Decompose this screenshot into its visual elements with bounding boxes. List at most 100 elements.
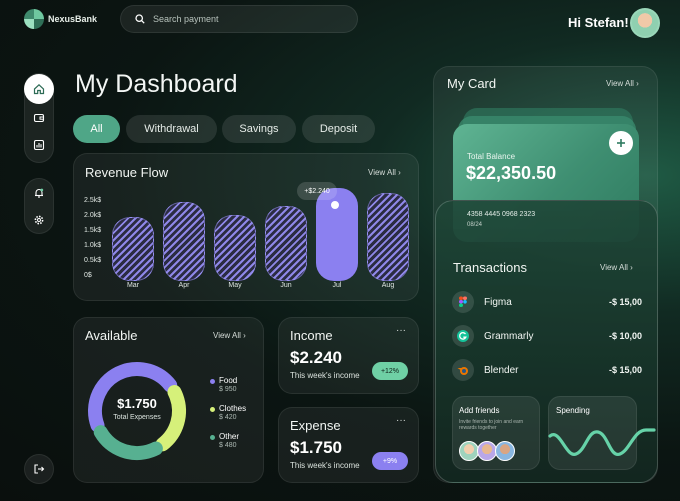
- filter-savings[interactable]: Savings: [222, 115, 296, 143]
- home-icon: [33, 83, 45, 95]
- transactions-title: Transactions: [453, 260, 527, 275]
- donut-segment-other: [88, 362, 186, 460]
- friend-avatar: [459, 441, 479, 461]
- expense-card: [278, 407, 419, 483]
- balance-amount: $22,350.50: [466, 163, 557, 183]
- y-tick-label: 1.0k$: [84, 242, 102, 249]
- settings-nav-button[interactable]: [26, 207, 52, 233]
- revenue-bar-jun[interactable]: [265, 206, 307, 281]
- greeting: Hi Stefan!: [568, 15, 629, 30]
- balance-label: Total Balance: [467, 152, 516, 161]
- expense-more-icon[interactable]: ···: [396, 415, 406, 426]
- donut-segment-clothes: [88, 362, 186, 460]
- filter-withdrawal[interactable]: Withdrawal: [126, 115, 217, 143]
- available-subtitle: Total Expenses: [113, 414, 161, 421]
- legend-label: Clothes: [219, 404, 247, 413]
- transaction-row-blender[interactable]: Blender -$ 15,00: [452, 358, 642, 382]
- logout-button[interactable]: [24, 454, 54, 484]
- income-amount: $2.240: [290, 348, 342, 367]
- legend-label: Other: [219, 432, 240, 441]
- expense-caption: This week's income: [290, 461, 360, 470]
- transaction-row-grammarly[interactable]: Grammarly -$ 10,00: [452, 324, 642, 348]
- add-friends-title: Add friends: [459, 406, 500, 415]
- legend-dot-clothes: [210, 407, 215, 412]
- legend-value: $ 480: [219, 442, 237, 449]
- x-tick-label: May: [228, 282, 242, 289]
- transaction-row-figma[interactable]: Figma -$ 15,00: [452, 290, 642, 314]
- user-avatar[interactable]: [630, 8, 660, 38]
- friend-avatar: [495, 441, 515, 461]
- plus-icon: [617, 139, 625, 147]
- income-more-icon[interactable]: ···: [396, 325, 406, 336]
- x-tick-label: Apr: [178, 282, 190, 289]
- card-expiry: 08/24: [467, 222, 483, 228]
- transaction-amount: -$ 10,00: [608, 331, 642, 341]
- expense-title: Expense: [290, 418, 341, 433]
- search-input[interactable]: [153, 14, 343, 24]
- add-friends-text: Invite friends to join and earn rewards …: [459, 419, 524, 432]
- analytics-nav-button[interactable]: [26, 132, 52, 158]
- available-card: [73, 317, 264, 483]
- transaction-name: Figma: [484, 296, 512, 308]
- transaction-amount: -$ 15,00: [608, 365, 642, 375]
- expense-badge: +9%: [372, 452, 408, 470]
- revenue-flow-title: Revenue Flow: [85, 165, 169, 180]
- transactions-view-all-link[interactable]: View All ›: [600, 263, 633, 272]
- grammarly-icon: [452, 325, 474, 347]
- sidebar-secondary-nav: [24, 178, 54, 234]
- figma-icon: [452, 291, 474, 313]
- y-tick-label: 0$: [84, 272, 92, 279]
- nexusbank-logo-icon: [24, 9, 44, 29]
- y-tick-label: 0.5k$: [84, 257, 102, 264]
- legend-label: Food: [219, 376, 238, 385]
- x-tick-label: Mar: [126, 282, 140, 289]
- donut-segment-food: [88, 362, 186, 460]
- available-view-all-link[interactable]: View All ›: [213, 331, 246, 340]
- y-tick-label: 2.0k$: [84, 212, 102, 219]
- legend-dot-food: [210, 379, 215, 384]
- search-bar[interactable]: [120, 5, 358, 33]
- card-number: 4358 4445 0968 2323: [467, 211, 536, 218]
- income-badge: +12%: [372, 362, 408, 380]
- available-amount: $1.750: [117, 396, 157, 411]
- y-tick-label: 1.5k$: [84, 227, 102, 234]
- notifications-nav-button[interactable]: [26, 180, 52, 206]
- transaction-name: Blender: [484, 364, 519, 376]
- expenses-donut-chart: [88, 362, 186, 460]
- spending-wave-chart: [548, 428, 656, 456]
- revenue-bar-apr[interactable]: [163, 202, 205, 281]
- y-tick-label: 2.5k$: [84, 197, 102, 204]
- bell-icon: [35, 188, 44, 198]
- revenue-bar-aug[interactable]: [367, 193, 409, 281]
- revenue-bar-may[interactable]: [214, 215, 256, 281]
- income-caption: This week's income: [290, 371, 360, 380]
- transactions-sheet: [435, 200, 658, 483]
- filter-deposit[interactable]: Deposit: [302, 115, 375, 143]
- x-tick-label: Aug: [381, 282, 395, 289]
- search-icon: [135, 14, 145, 24]
- transaction-amount: -$ 15,00: [608, 297, 642, 307]
- legend-value: $ 950: [219, 386, 237, 393]
- revenue-view-all-link[interactable]: View All ›: [368, 168, 401, 177]
- blender-icon: [452, 359, 474, 381]
- wallet-nav-button[interactable]: [26, 105, 52, 131]
- income-card: [278, 317, 419, 394]
- add-friends-card[interactable]: [452, 396, 540, 470]
- income-title: Income: [290, 328, 333, 343]
- revenue-bar-mar[interactable]: [112, 217, 154, 281]
- sidebar-main-nav: [24, 73, 54, 163]
- available-title: Available: [85, 328, 138, 343]
- page-title: My Dashboard: [75, 70, 238, 98]
- x-tick-label: Jun: [280, 282, 292, 289]
- home-nav-button[interactable]: [24, 74, 54, 104]
- add-card-button[interactable]: [609, 131, 633, 155]
- wallet-icon: [33, 113, 45, 123]
- legend-dot-other: [210, 435, 215, 440]
- legend-value: $ 420: [219, 414, 237, 421]
- transaction-name: Grammarly: [484, 330, 534, 342]
- filter-all[interactable]: All: [73, 115, 120, 143]
- my-card-view-all-link[interactable]: View All ›: [606, 79, 639, 88]
- chart-icon: [33, 139, 45, 151]
- expense-amount: $1.750: [290, 438, 342, 457]
- my-card-title: My Card: [447, 76, 497, 91]
